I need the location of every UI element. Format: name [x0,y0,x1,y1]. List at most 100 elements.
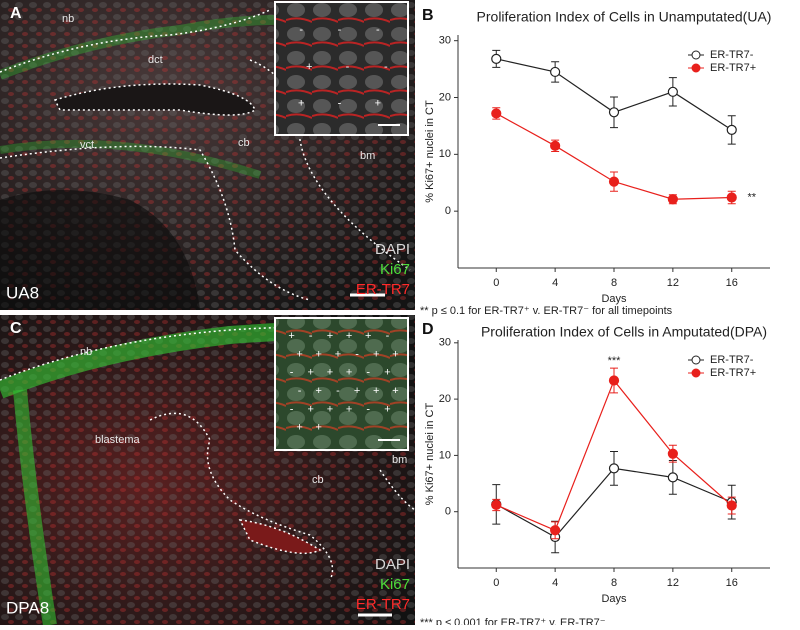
inset-sign: + [316,422,322,434]
region-label: cb [238,137,250,149]
x-tick-label: 12 [667,577,679,589]
data-point [550,525,561,536]
inset-sign: - [338,98,342,110]
data-point [608,375,620,386]
inset-sign: - [309,330,313,342]
region-label: nb [80,346,92,358]
inset-sign: + [384,403,390,415]
data-point [608,107,620,118]
channel-label: DAPI [375,556,410,573]
micrograph-c [0,315,416,627]
region-label: bm [360,150,375,162]
inset-sign: + [288,330,294,342]
region-label: nb [62,13,74,25]
data-point [491,499,502,511]
x-tick-label: 16 [726,277,738,289]
inset-sign: + [306,61,312,73]
panel-label: A [10,5,22,22]
data-point [726,500,737,511]
panel-label: C [10,320,22,337]
y-tick-label: 20 [439,393,451,405]
inset-sign: + [392,348,398,360]
channel-label: Ki67 [380,261,410,278]
inset-sign: + [365,330,371,342]
data-point [608,463,620,474]
data-point [550,66,561,78]
inset-sign: + [346,367,352,379]
x-tick-label: 4 [552,577,558,589]
y-tick-label: 0 [445,205,451,217]
micrograph-a [0,0,415,310]
data-point [726,124,737,136]
region-label: blastema [95,434,141,446]
x-axis-label: Days [601,593,627,605]
y-tick-label: 20 [439,91,451,103]
legend-marker [691,355,701,365]
legend-label: ER-TR7- [710,49,754,61]
channel-label: ER-TR7 [356,281,410,298]
footnote: *** p ≤ 0.001 for ER-TR7⁺ v. ER-TR7⁻ [420,617,606,625]
legend-marker [691,50,701,60]
inset-sign: + [298,98,304,110]
inset-sign: - [290,403,294,415]
inset-sign: + [373,385,379,397]
region-label: cb [312,474,324,486]
inset-sign: + [375,98,381,110]
panel-label: B [422,7,434,24]
y-tick-label: 0 [445,506,451,518]
y-tick-label: 30 [439,337,451,349]
legend-marker [691,63,701,73]
x-tick-label: 0 [493,577,499,589]
inset-sign: + [392,385,398,397]
data-point [667,472,678,483]
data-point [667,86,678,97]
legend-label: ER-TR7+ [710,62,756,74]
x-tick-label: 4 [552,277,558,289]
inset-sign: - [336,385,340,397]
y-axis-label: % Ki67+ nuclei in CT [424,100,436,203]
inset-sign: + [296,348,302,360]
x-tick-label: 16 [726,577,738,589]
inset-sign: + [308,403,314,415]
x-tick-label: 0 [493,277,499,289]
data-point [667,448,678,459]
inset-sign: - [366,403,370,415]
x-tick-label: 12 [667,277,679,289]
inset-sign: + [335,348,341,360]
channel-label: Ki67 [380,576,410,593]
inset-sign: - [366,367,370,379]
inset-sign: + [296,422,302,434]
inset-sign: + [308,367,314,379]
data-point [726,192,737,203]
inset-sign: + [316,385,322,397]
legend-label: ER-TR7- [710,354,754,366]
y-axis-label: % Ki67+ nuclei in CT [424,403,436,506]
inset-sign: + [327,403,333,415]
sample-label: UA8 [6,283,39,302]
region-label: vct [80,139,94,151]
inset-sign: - [346,61,350,73]
x-axis-label: Days [601,293,627,305]
inset-sign: + [384,367,390,379]
inset-sign: + [327,367,333,379]
data-point [491,108,502,119]
legend-label: ER-TR7+ [710,367,756,379]
y-tick-label: 10 [439,148,451,160]
inset-sign: + [327,330,333,342]
inset-sign: - [386,330,390,342]
data-point [608,176,620,187]
data-point [491,53,502,64]
inset-sign: + [354,385,360,397]
channel-label: ER-TR7 [356,596,410,613]
annotation: ** [747,191,756,203]
x-tick-label: 8 [611,577,617,589]
inset-sign: + [346,403,352,415]
data-point [667,194,678,205]
inset-sign: - [384,61,388,73]
panel-label: D [422,321,434,338]
region-label: dct [148,54,163,66]
inset-sign: + [346,330,352,342]
sample-label: DPA8 [6,598,49,617]
region-label: bm [392,454,407,466]
